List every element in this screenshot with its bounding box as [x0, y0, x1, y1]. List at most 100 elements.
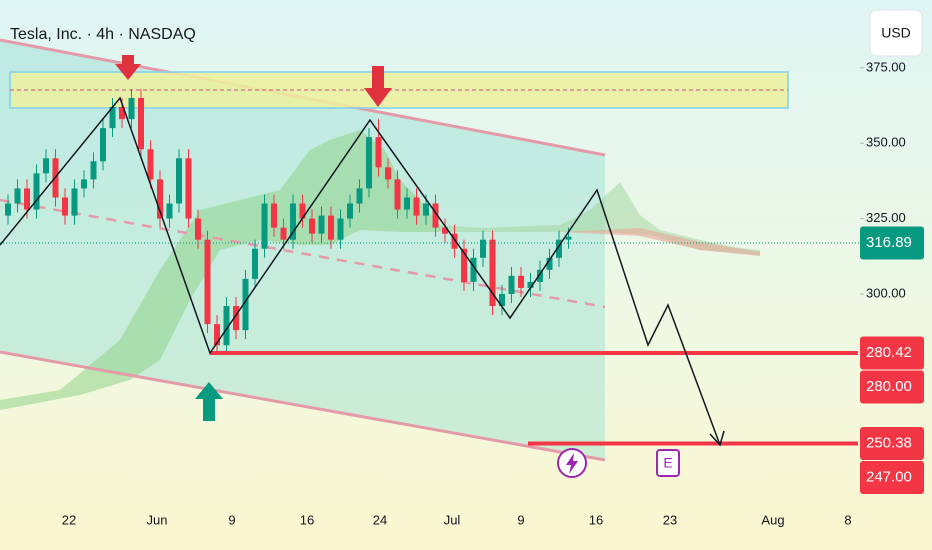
candle-body	[138, 97, 144, 150]
currency: USD	[881, 25, 911, 41]
cloud	[560, 228, 760, 256]
up-arrow	[195, 382, 223, 421]
candle-body	[119, 107, 125, 120]
candle-body	[223, 306, 230, 346]
axes: 375.00 350.00 325.00 300.00 22 Jun 9 16 24 Jul 9 16…	[62, 59, 924, 527]
candle-body	[480, 239, 486, 258]
earnings-label: E	[663, 455, 672, 471]
price-label: 247.00	[866, 469, 912, 486]
candle-body	[233, 306, 239, 331]
down-arrow	[364, 66, 392, 107]
price-label-box	[860, 336, 924, 370]
x-tick-label: 23	[663, 512, 677, 527]
candle-body	[128, 97, 135, 120]
candle-body	[299, 203, 306, 219]
candle-body	[404, 197, 410, 210]
candle-body	[442, 227, 448, 234]
price-label-box	[860, 370, 924, 404]
y-tick-label: 300.00	[866, 285, 906, 300]
candle-body	[423, 203, 429, 216]
candle-body	[62, 197, 68, 216]
cloud	[440, 182, 760, 255]
candles	[5, 88, 572, 355]
zigzag	[0, 96, 721, 446]
candle-body	[176, 158, 182, 204]
y-tick-label: 325.00	[866, 210, 906, 225]
x-tick-label: Jun	[147, 512, 168, 527]
candle-body	[14, 188, 21, 204]
candle-body	[413, 197, 420, 216]
x-tick-label: 9	[228, 512, 235, 527]
candle-body	[347, 203, 353, 219]
candle-body	[385, 167, 391, 180]
x-tick-label: 16	[300, 512, 314, 527]
candle-body	[90, 161, 97, 180]
candle-body	[356, 188, 363, 204]
price-label-box	[860, 427, 924, 461]
candle-body	[461, 248, 467, 282]
currency-button[interactable]	[869, 9, 923, 57]
x-tick-label: 16	[589, 512, 603, 527]
candle-body	[33, 173, 40, 210]
candle-body	[185, 158, 192, 219]
candle-body	[451, 233, 458, 249]
candle-body	[366, 137, 372, 189]
cloud	[0, 130, 440, 410]
candle-body	[432, 203, 439, 228]
candle-body	[556, 239, 562, 258]
x-tick-label: 8	[844, 512, 851, 527]
candle-body	[318, 215, 325, 234]
candle-body	[242, 278, 249, 331]
candle-body	[546, 257, 553, 270]
candle-body	[527, 281, 534, 288]
channel-line	[0, 350, 606, 462]
candle-body	[328, 215, 334, 240]
candle-body	[5, 203, 11, 216]
candle-body	[261, 203, 268, 249]
candle-body	[214, 324, 220, 346]
candle-body	[518, 275, 524, 288]
candle-body	[109, 107, 116, 129]
x-tick-label: Jul	[444, 512, 461, 527]
candle-body	[565, 236, 572, 240]
candle-body	[470, 257, 477, 282]
candle-body	[43, 158, 49, 174]
candle-body	[309, 218, 315, 234]
candle-body	[100, 128, 106, 162]
candle-body	[280, 227, 287, 240]
y-tick-label: 350.00	[866, 135, 906, 150]
channel-mid	[0, 198, 606, 309]
lightning	[566, 453, 578, 474]
candle-body	[81, 179, 87, 189]
candle-body	[375, 137, 382, 168]
candle-body	[157, 179, 163, 219]
candle-body	[147, 149, 154, 180]
arrow-head	[709, 430, 725, 447]
candle-body	[252, 248, 258, 279]
price-label: 316.89	[866, 234, 912, 251]
candle-body	[71, 188, 78, 216]
candle-body	[537, 269, 543, 282]
down-arrow	[115, 55, 141, 80]
x-tick-label: 22	[62, 512, 76, 527]
candle-body	[508, 275, 515, 294]
candle-body	[195, 218, 201, 240]
candle-body	[337, 218, 344, 240]
drawings: E	[0, 38, 860, 478]
y-tick-label: 375.00	[866, 59, 906, 74]
price-lines	[0, 242, 860, 446]
price-label-box	[860, 226, 924, 260]
chart-title: Tesla, Inc. · 4h · NASDAQ	[10, 26, 196, 43]
candle-body	[204, 239, 211, 325]
candle-body	[499, 293, 505, 307]
price-label: 280.42	[866, 344, 912, 361]
x-tick-label: 9	[517, 512, 524, 527]
x-tick-label: 24	[373, 512, 387, 527]
earnings-icon[interactable]	[656, 449, 680, 477]
candle-body	[489, 239, 496, 307]
price-label: 250.38	[866, 435, 912, 452]
candle-body	[271, 203, 277, 228]
price-label: 280.00	[866, 378, 912, 395]
x-tick-label: Aug	[761, 512, 784, 527]
